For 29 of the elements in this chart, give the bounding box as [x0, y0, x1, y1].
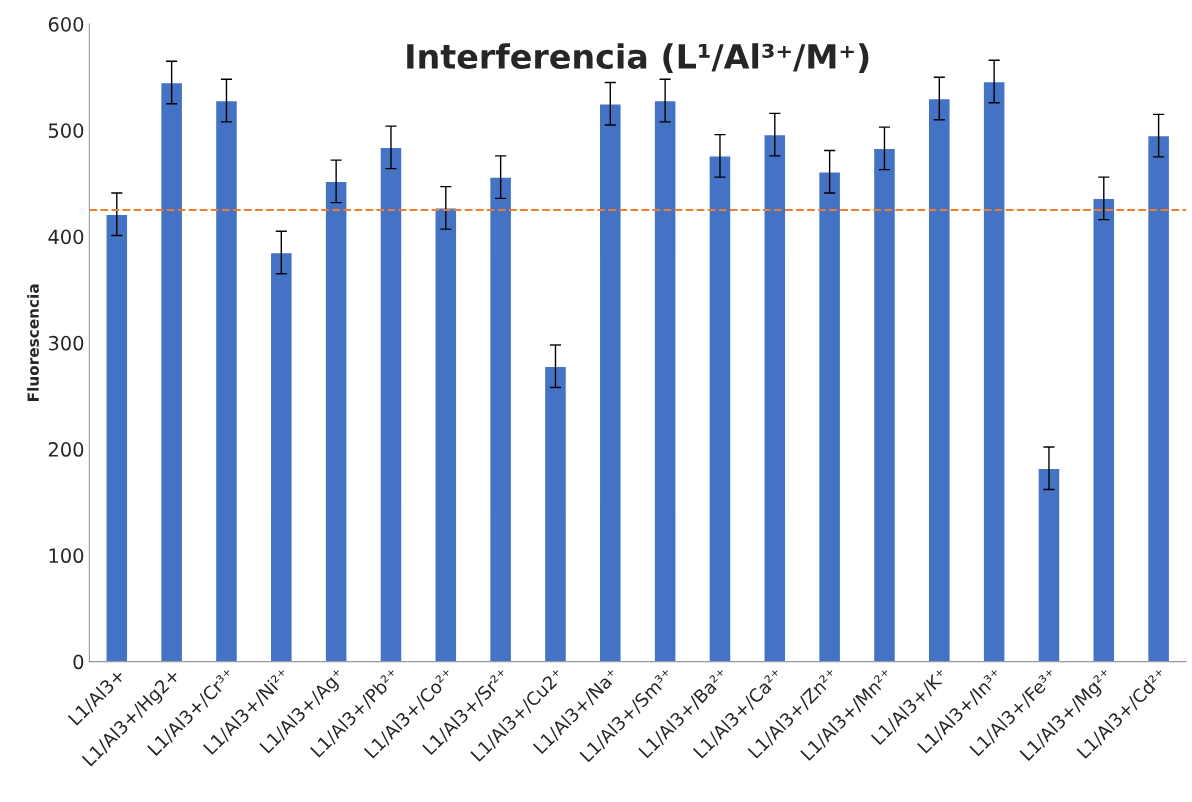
bar	[379, 146, 403, 662]
y-tick-label: 200	[48, 442, 84, 457]
bar	[927, 97, 951, 662]
y-axis-title: Fluorescencia	[27, 284, 39, 401]
bar	[872, 147, 897, 662]
bar	[1037, 467, 1061, 662]
bar	[708, 155, 732, 662]
bar	[1146, 134, 1171, 662]
y-tick-label: 400	[48, 229, 84, 245]
bar	[214, 99, 239, 662]
bar	[324, 180, 348, 662]
bar	[817, 171, 842, 662]
bar	[543, 365, 568, 662]
bar	[653, 99, 677, 662]
y-tick-label: 300	[48, 335, 84, 351]
bar	[434, 207, 458, 662]
y-tick-label: 100	[49, 548, 84, 564]
bar	[1092, 197, 1116, 662]
bar	[598, 103, 622, 662]
bar	[763, 133, 787, 662]
bar	[982, 80, 1006, 662]
y-tick-label: 600	[48, 17, 84, 32]
y-tick-label: 0	[73, 654, 84, 670]
bar	[488, 176, 513, 662]
y-tick-label: 500	[48, 123, 84, 138]
bar	[269, 251, 293, 662]
bar	[159, 81, 184, 662]
text: Interferencia (L¹/Al³⁺/M⁺)	[407, 43, 869, 73]
bar	[105, 213, 129, 662]
